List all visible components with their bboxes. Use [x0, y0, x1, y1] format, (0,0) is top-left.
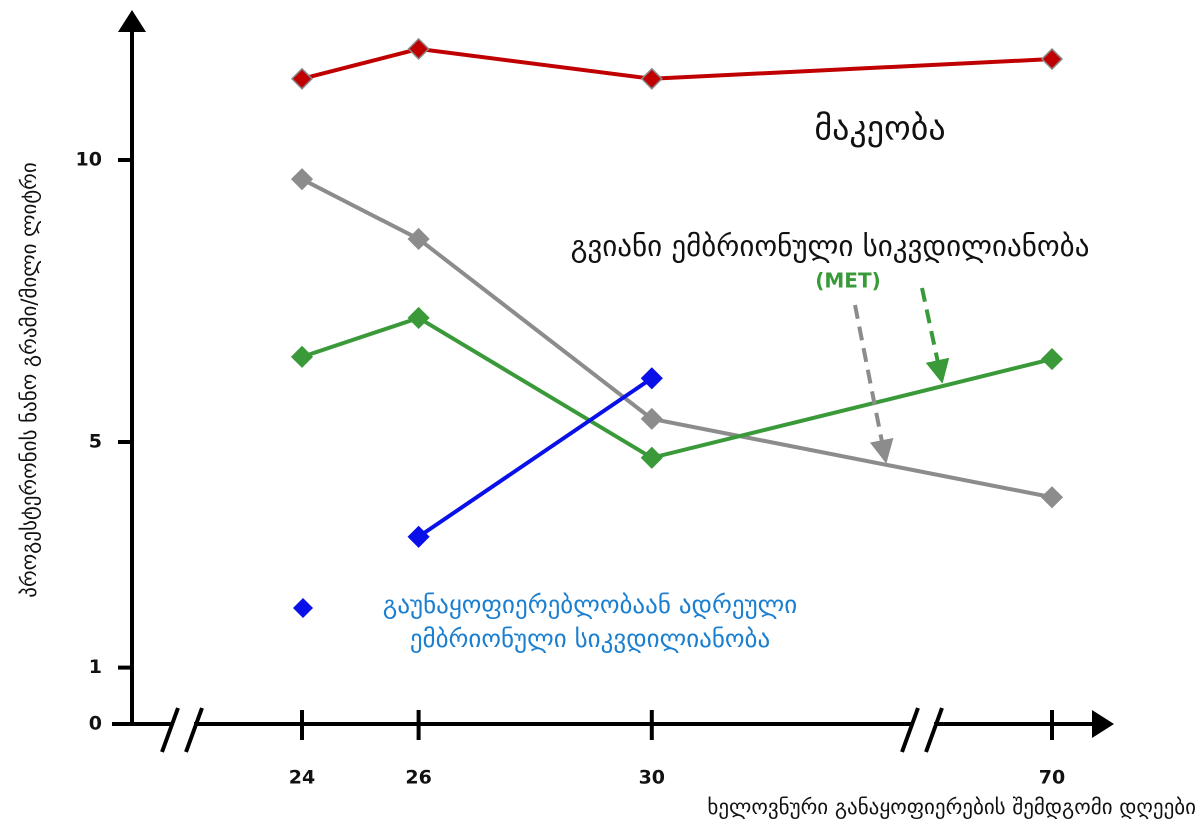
data-point	[640, 446, 663, 469]
x-tick-label: 70	[1039, 767, 1065, 789]
data-point	[640, 407, 663, 430]
data-point	[290, 345, 314, 368]
annotation-arrow	[920, 287, 950, 384]
y-tick-label: 0	[89, 713, 102, 735]
y-tick-label: 5	[89, 431, 102, 453]
data-point	[407, 37, 430, 60]
data-point	[1040, 486, 1064, 509]
x-arrow	[1092, 710, 1114, 738]
data-point	[640, 67, 663, 90]
legend-marker	[293, 598, 313, 618]
x-tick-label: 24	[289, 767, 315, 789]
data-point	[1040, 348, 1064, 371]
y-tick-label: 1	[89, 656, 102, 678]
y-tick-label: 10	[76, 149, 102, 171]
data-point	[290, 67, 314, 90]
series-label: (MET)	[815, 269, 881, 293]
data-point	[407, 227, 430, 251]
axis-break	[924, 707, 944, 753]
x-axis-title: ხელოვნური განაყოფიერების შემდგომი დღეები	[707, 795, 1196, 819]
axis-break	[900, 707, 920, 753]
series-line	[301, 315, 1053, 460]
y-arrow	[118, 10, 146, 32]
axes	[112, 10, 1114, 753]
plot: 0 1 5 10 24 26 30 70	[76, 37, 1065, 789]
axis-break-gap	[912, 710, 934, 738]
x-tick-label: 30	[639, 767, 665, 789]
data-point	[290, 168, 314, 191]
data-point	[407, 525, 430, 548]
x-tick-label: 26	[405, 767, 431, 789]
series-label: გვიანი ემბრიონული სიკვდილიანობა	[571, 229, 1090, 263]
annotation-arrow	[853, 304, 894, 464]
series-line	[301, 177, 1053, 500]
series-line	[301, 46, 1053, 81]
y-axis-title: პროგესტერონის ნანო გრამი/მილი ლიტრი	[17, 162, 41, 597]
axis-break-gap	[172, 710, 194, 738]
data-point	[640, 367, 663, 390]
data-point	[407, 306, 430, 329]
series-label: გაუნაყოფიერებლობაან ადრეული ემბრიონული ს…	[382, 590, 798, 653]
series-label: მაკეობა	[814, 109, 945, 149]
axis-break	[184, 707, 204, 753]
axis-break	[160, 707, 180, 753]
series-line	[417, 376, 653, 539]
label-backdrop	[505, 228, 1165, 266]
data-point	[1040, 47, 1064, 71]
